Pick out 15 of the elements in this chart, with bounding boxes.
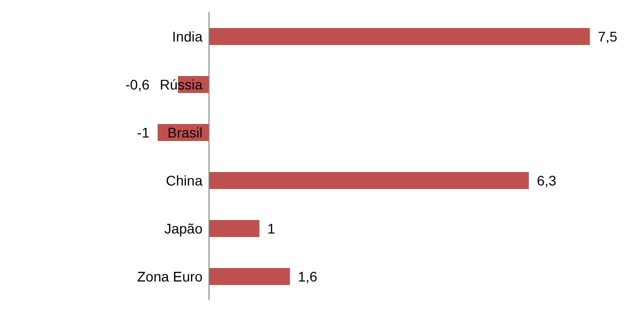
data-label: -1 bbox=[137, 124, 150, 140]
y-tick-label: China bbox=[166, 172, 203, 188]
data-label: 1 bbox=[267, 220, 276, 236]
y-tick-label: Zona Euro bbox=[137, 268, 203, 284]
data-label: 7,5 bbox=[598, 28, 618, 44]
y-tick-label: India bbox=[172, 28, 203, 44]
bar bbox=[208, 172, 529, 189]
data-label: -0,6 bbox=[125, 76, 150, 92]
bar bbox=[208, 268, 290, 285]
y-tick-label: Japão bbox=[164, 220, 203, 236]
data-label: 6,3 bbox=[536, 172, 556, 188]
data-label: 1,6 bbox=[298, 268, 318, 284]
bar bbox=[208, 220, 260, 237]
y-tick-label: Brasil bbox=[167, 124, 202, 140]
bar bbox=[208, 28, 590, 45]
